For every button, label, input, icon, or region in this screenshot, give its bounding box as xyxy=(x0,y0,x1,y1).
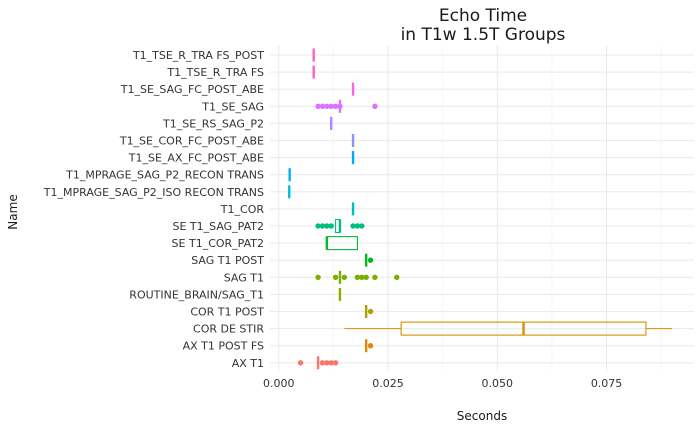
outlier-point xyxy=(350,223,356,229)
outlier-point xyxy=(394,274,400,280)
outlier-point xyxy=(328,360,334,366)
outlier-point xyxy=(315,274,321,280)
outlier-point xyxy=(367,308,374,315)
outlier-point xyxy=(315,103,321,110)
y-axis-title: Name xyxy=(6,194,20,229)
outlier-point xyxy=(315,223,321,229)
box-11 xyxy=(325,236,358,251)
box-15 xyxy=(364,305,374,318)
outlier-point xyxy=(363,274,369,280)
y-tick-label: COR T1 POST xyxy=(190,306,264,319)
outlier-point xyxy=(319,223,326,229)
x-tick-label: 0.025 xyxy=(372,377,404,390)
box-10 xyxy=(315,218,365,234)
y-tick-label: T1_SE_RS_SAG_P2 xyxy=(162,117,264,130)
y-tick-label: AX T1 xyxy=(232,357,264,370)
x-tick-label: 0.000 xyxy=(263,377,295,390)
outlier-point xyxy=(324,103,330,110)
outlier-point xyxy=(332,274,339,280)
y-tick-label: SAG T1 POST xyxy=(191,254,264,267)
y-tick-label: T1_TSE_R_TRA FS_POST xyxy=(132,49,264,62)
y-tick-label: COR DE STIR xyxy=(193,323,264,336)
y-tick-label: SE T1_COR_PAT2 xyxy=(172,237,264,250)
outlier-point xyxy=(372,103,378,110)
box-marks xyxy=(288,48,673,370)
outlier-point xyxy=(297,360,304,366)
y-tick-label: T1_SE_COR_FC_POST_ABE xyxy=(119,135,264,148)
x-tick-labels: 0.000 0.025 0.050 0.075 xyxy=(263,377,622,390)
outlier-point xyxy=(354,274,361,280)
outlier-point xyxy=(332,103,339,110)
x-axis-title: Seconds xyxy=(457,409,507,423)
box-3 xyxy=(315,99,378,113)
outlier-point xyxy=(359,274,365,280)
y-tick-label: SE T1_SAG_PAT2 xyxy=(172,220,264,233)
outlier-point xyxy=(328,223,334,229)
outlier-point xyxy=(354,223,361,229)
outlier-point xyxy=(337,103,343,110)
outlier-point xyxy=(341,274,348,280)
outlier-point xyxy=(359,223,365,229)
box-17 xyxy=(364,339,374,353)
box-16 xyxy=(344,321,673,336)
outlier-point xyxy=(328,103,334,110)
y-tick-label: T1_SE_SAG xyxy=(201,100,264,113)
y-tick-label: T1_TSE_R_TRA FS xyxy=(166,66,264,79)
outlier-point xyxy=(332,360,339,366)
outlier-point xyxy=(319,360,326,366)
y-tick-labels: T1_TSE_R_TRA FS_POST T1_TSE_R_TRA FS T1_SE… xyxy=(43,49,265,370)
y-tick-label: T1_SE_SAG_FC_POST_ABE xyxy=(120,83,264,96)
box-18 xyxy=(297,356,339,370)
outlier-point xyxy=(324,223,330,229)
y-tick-label: AX T1 POST FS xyxy=(183,340,264,353)
outlier-point xyxy=(372,274,378,280)
chart-title-line-1: Echo Time xyxy=(439,6,527,26)
outlier-point xyxy=(367,257,374,263)
chart-title-line-2: in T1w 1.5T Groups xyxy=(401,25,566,45)
y-tick-label: T1_SE_AX_FC_POST_ABE xyxy=(128,152,264,165)
x-tick-label: 0.075 xyxy=(591,377,623,390)
outlier-point xyxy=(319,103,326,110)
y-tick-label: T1_COR xyxy=(220,203,265,216)
y-tick-label: SAG T1 xyxy=(224,271,264,284)
outlier-point xyxy=(324,360,330,366)
x-tick-label: 0.050 xyxy=(482,377,514,390)
y-tick-label: T1_MPRAGE_SAG_P2_RECON TRANS xyxy=(65,169,264,182)
y-tick-label: T1_MPRAGE_SAG_P2_ISO RECON TRANS xyxy=(43,186,264,199)
y-tick-label: ROUTINE_BRAIN/SAG_T1 xyxy=(129,288,264,301)
box-12 xyxy=(364,253,374,267)
box-13 xyxy=(315,270,400,284)
outlier-point xyxy=(367,343,374,349)
